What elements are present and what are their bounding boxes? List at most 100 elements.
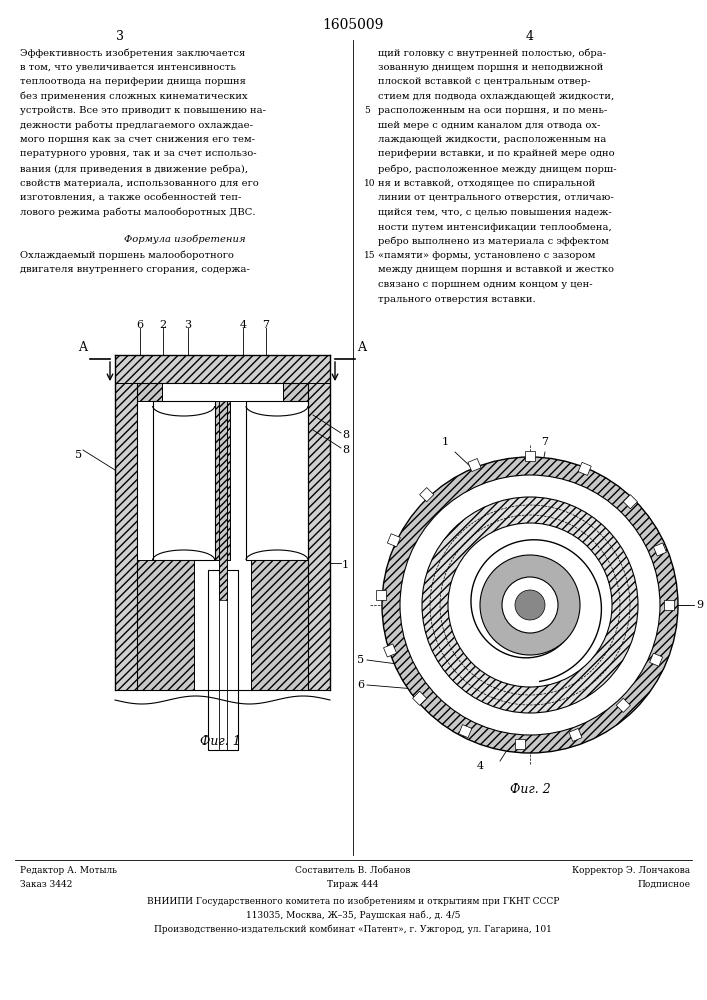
Bar bbox=[653, 543, 667, 556]
Text: Заказ 3442: Заказ 3442 bbox=[20, 880, 72, 889]
Text: шей мере с одним каналом для отвода ох-: шей мере с одним каналом для отвода ох- bbox=[378, 120, 600, 129]
Text: 15: 15 bbox=[364, 251, 375, 260]
Text: 3: 3 bbox=[116, 30, 124, 43]
Text: двигателя внутреннего сгорания, содержа-: двигателя внутреннего сгорания, содержа- bbox=[20, 264, 250, 273]
Text: 5: 5 bbox=[357, 655, 364, 665]
Text: 10: 10 bbox=[364, 178, 375, 188]
Bar bbox=[283, 383, 308, 401]
Bar bbox=[115, 355, 330, 383]
Circle shape bbox=[400, 475, 660, 735]
Text: Производственно-издательский комбинат «Патент», г. Ужгород, ул. Гагарина, 101: Производственно-издательский комбинат «П… bbox=[154, 924, 552, 934]
Text: вания (для приведения в движение ребра),: вания (для приведения в движение ребра), bbox=[20, 164, 248, 174]
Text: 7: 7 bbox=[542, 437, 549, 447]
Bar bbox=[218, 401, 226, 600]
Text: ВНИИПИ Государственного комитета по изобретениям и открытиям при ГКНТ СССР: ВНИИПИ Государственного комитета по изоб… bbox=[147, 896, 559, 906]
Bar bbox=[308, 383, 330, 690]
Text: 9: 9 bbox=[696, 600, 703, 610]
Bar bbox=[459, 725, 472, 738]
Bar bbox=[515, 739, 525, 749]
Text: Эффективность изобретения заключается: Эффективность изобретения заключается bbox=[20, 48, 245, 57]
Text: расположенным на оси поршня, и по мень-: расположенным на оси поршня, и по мень- bbox=[378, 106, 607, 115]
Text: 4: 4 bbox=[526, 30, 534, 43]
Bar bbox=[413, 691, 427, 705]
Text: ня и вставкой, отходящее по спиральной: ня и вставкой, отходящее по спиральной bbox=[378, 178, 595, 188]
Text: 5: 5 bbox=[75, 450, 82, 460]
Text: 1605009: 1605009 bbox=[322, 18, 384, 32]
Text: щийся тем, что, с целью повышения надеж-: щийся тем, что, с целью повышения надеж- bbox=[378, 208, 612, 217]
Text: Тираж 444: Тираж 444 bbox=[327, 880, 379, 889]
Bar bbox=[383, 644, 397, 657]
Text: «памяти» формы, установлено с зазором: «памяти» формы, установлено с зазором bbox=[378, 251, 595, 260]
Bar bbox=[468, 459, 481, 472]
Text: 4: 4 bbox=[240, 320, 247, 330]
Text: A–A: A–A bbox=[517, 462, 544, 476]
Circle shape bbox=[382, 457, 678, 753]
Bar bbox=[664, 600, 674, 610]
Text: A: A bbox=[358, 341, 366, 354]
Text: Корректор Э. Лончакова: Корректор Э. Лончакова bbox=[572, 866, 690, 875]
Text: 7: 7 bbox=[262, 320, 269, 330]
Text: дежности работы предлагаемого охлаждае-: дежности работы предлагаемого охлаждае- bbox=[20, 120, 253, 130]
Bar bbox=[387, 534, 400, 547]
Text: периферии вставки, и по крайней мере одно: периферии вставки, и по крайней мере одн… bbox=[378, 149, 614, 158]
Text: 113035, Москва, Ж–35, Раушская наб., д. 4/5: 113035, Москва, Ж–35, Раушская наб., д. … bbox=[246, 910, 460, 920]
Text: Фиг. 2: Фиг. 2 bbox=[510, 783, 550, 796]
Text: мого поршня как за счет снижения его тем-: мого поршня как за счет снижения его тем… bbox=[20, 135, 255, 144]
Bar bbox=[153, 401, 215, 560]
Circle shape bbox=[502, 577, 558, 633]
Text: трального отверстия вставки.: трального отверстия вставки. bbox=[378, 294, 536, 304]
Text: без применения сложных кинематических: без применения сложных кинематических bbox=[20, 92, 247, 101]
Text: 1: 1 bbox=[441, 437, 448, 447]
Bar bbox=[376, 590, 386, 600]
Bar bbox=[137, 383, 162, 401]
Text: линии от центрального отверстия, отличаю-: линии от центрального отверстия, отличаю… bbox=[378, 193, 614, 202]
Text: свойств материала, использованного для его: свойств материала, использованного для е… bbox=[20, 178, 259, 188]
Bar bbox=[215, 401, 230, 560]
Bar bbox=[246, 401, 308, 560]
Bar bbox=[137, 560, 194, 690]
Bar bbox=[569, 728, 582, 741]
Text: 2: 2 bbox=[160, 320, 167, 330]
Circle shape bbox=[422, 497, 638, 713]
Circle shape bbox=[480, 555, 580, 655]
Text: изготовления, а также особенностей теп-: изготовления, а также особенностей теп- bbox=[20, 193, 241, 202]
Text: 3: 3 bbox=[185, 320, 192, 330]
Text: стием для подвода охлаждающей жидкости,: стием для подвода охлаждающей жидкости, bbox=[378, 92, 614, 101]
Bar bbox=[624, 495, 638, 509]
Bar bbox=[207, 570, 238, 750]
Bar bbox=[420, 488, 434, 502]
Text: Фиг. 1: Фиг. 1 bbox=[199, 735, 240, 748]
Text: связано с поршнем одним концом у цен-: связано с поршнем одним концом у цен- bbox=[378, 280, 592, 289]
Bar bbox=[115, 383, 137, 690]
Text: лаждающей жидкости, расположенным на: лаждающей жидкости, расположенным на bbox=[378, 135, 607, 144]
Text: щий головку с внутренней полостью, обра-: щий головку с внутренней полостью, обра- bbox=[378, 48, 606, 57]
Text: между днищем поршня и вставкой и жестко: между днищем поршня и вставкой и жестко bbox=[378, 265, 614, 274]
Text: ности путем интенсификации теплообмена,: ности путем интенсификации теплообмена, bbox=[378, 222, 612, 232]
Bar bbox=[650, 653, 662, 666]
Text: плоской вставкой с центральным отвер-: плоской вставкой с центральным отвер- bbox=[378, 77, 590, 86]
Bar bbox=[162, 383, 283, 401]
Text: Охлаждаемый поршень малооборотного: Охлаждаемый поршень малооборотного bbox=[20, 250, 234, 259]
Text: устройств. Все это приводит к повышению на-: устройств. Все это приводит к повышению … bbox=[20, 106, 266, 115]
Text: лового режима работы малооборотных ДВС.: лового режима работы малооборотных ДВС. bbox=[20, 208, 255, 217]
Circle shape bbox=[515, 590, 545, 620]
Text: зованную днищем поршня и неподвижной: зованную днищем поршня и неподвижной bbox=[378, 62, 603, 72]
Text: Формула изобретения: Формула изобретения bbox=[124, 234, 246, 243]
Bar bbox=[617, 698, 631, 712]
Text: 6: 6 bbox=[357, 680, 364, 690]
Text: в том, что увеличивается интенсивность: в том, что увеличивается интенсивность bbox=[20, 62, 236, 72]
Text: A: A bbox=[78, 341, 88, 354]
Text: пературного уровня, так и за счет использо-: пературного уровня, так и за счет исполь… bbox=[20, 149, 257, 158]
Text: ребро выполнено из материала с эффектом: ребро выполнено из материала с эффектом bbox=[378, 236, 609, 246]
Text: теплоотвода на периферии днища поршня: теплоотвода на периферии днища поршня bbox=[20, 77, 246, 86]
Text: 5: 5 bbox=[364, 106, 370, 115]
Text: 1: 1 bbox=[342, 560, 349, 570]
Text: 6: 6 bbox=[136, 320, 144, 330]
Circle shape bbox=[448, 523, 612, 687]
Bar bbox=[251, 560, 308, 690]
Text: 8: 8 bbox=[342, 445, 349, 455]
Text: 8: 8 bbox=[342, 430, 349, 440]
Text: Подписное: Подписное bbox=[637, 880, 690, 889]
Text: ребро, расположенное между днищем порш-: ребро, расположенное между днищем порш- bbox=[378, 164, 617, 174]
Bar bbox=[525, 451, 535, 461]
